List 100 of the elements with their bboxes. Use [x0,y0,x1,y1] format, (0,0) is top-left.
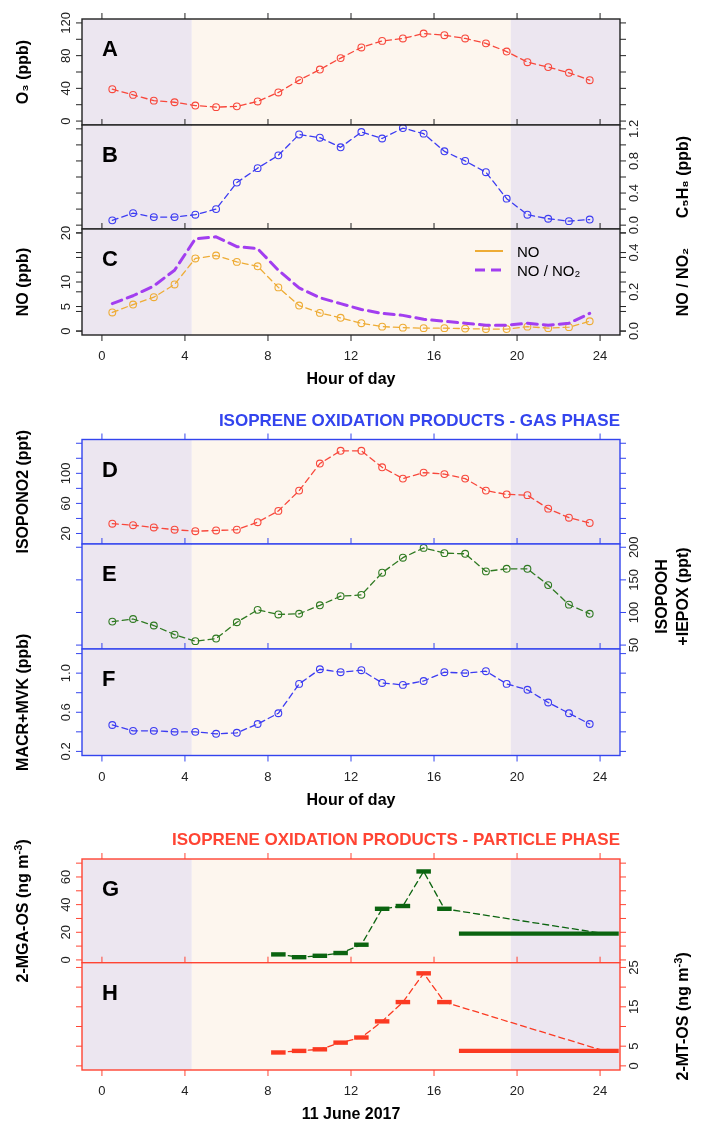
point [502,47,511,56]
x-tick-label: 12 [343,348,359,363]
annotation: H [102,979,118,1005]
point [336,313,345,322]
point [212,205,221,214]
y2-tick-label: 0.4 [626,243,641,262]
point [212,634,221,643]
point [274,506,283,515]
point [274,709,283,718]
y2-axis-title: NO / NO₂ [674,247,691,317]
x-axis-title: Hour of day [306,370,396,387]
point [398,680,407,689]
y-tick-label: 0 [58,327,73,335]
point [129,615,138,623]
y2-tick-label: 25 [626,960,641,975]
point [232,525,241,534]
y2-tick-label: 0.4 [626,184,641,203]
point [149,293,158,302]
point [253,262,262,271]
annotation: E [102,561,117,586]
point [502,679,511,688]
y2-tick-label: 0.0 [626,322,641,341]
point [108,216,117,225]
point [585,317,594,326]
point [129,209,138,218]
point [232,728,241,737]
point [315,308,324,317]
point [481,325,490,334]
point [523,322,532,331]
y-tick-label: 20 [58,526,73,541]
point [232,178,241,187]
y-tick-label: 120 [58,12,73,34]
point [149,726,158,735]
x-tick-label: 8 [264,768,272,784]
chart-title: ISOPRENE OXIDATION PRODUCTS - GAS PHASE [218,410,620,430]
point [461,549,470,558]
y2-tick-label: 5 [626,1042,641,1050]
x-tick-label: 12 [343,1083,359,1098]
y-axis-title: O₃ (ppb) [14,39,31,105]
annotation: B [102,142,118,167]
x-tick-label: 8 [264,348,272,363]
point [523,491,532,500]
point [315,459,324,468]
point [108,617,117,626]
point [564,217,573,226]
point [564,709,573,718]
point [191,527,200,536]
point [419,468,428,477]
point [253,605,262,614]
point [461,324,470,333]
point [523,685,532,694]
point [191,254,200,263]
point [357,446,366,455]
x-axis-title: 11 June 2017 [301,1105,401,1122]
point [564,68,573,77]
x-tick-label: 20 [509,1083,525,1098]
point [212,103,221,112]
y2-tick-label: 50 [626,637,641,653]
x-tick-label: 4 [181,348,189,363]
point [398,474,407,483]
y-axis-title: MACR+MVK (ppb) [14,633,31,771]
y-tick-label: 60 [58,869,73,885]
point [585,609,594,618]
y2-tick-label: 100 [626,601,641,624]
point [585,215,594,224]
point [378,678,387,687]
point [295,76,304,85]
y-tick-label: 40 [58,897,73,912]
point [461,474,470,483]
x-axis-title: Hour of day [306,790,396,808]
point [357,590,366,599]
y-tick-label: 80 [58,48,73,63]
y-tick-label: 40 [58,81,73,96]
y2-tick-label: 0.8 [626,151,641,170]
point [295,486,304,495]
y-tick-label: 10 [58,274,73,290]
point [481,567,490,576]
x-tick-label: 24 [592,768,608,784]
point [336,54,345,63]
x-tick-label: 24 [592,348,608,363]
x-tick-label: 0 [98,768,106,784]
x-tick-label: 16 [426,1083,442,1098]
y-tick-label: 0 [58,117,73,125]
point [253,518,262,527]
point [170,98,179,107]
point [295,301,304,310]
y2-tick-label: 0 [626,1062,641,1070]
point [378,134,387,143]
point [419,29,428,38]
y-axis-title: ISOPONO2 (ppt) [14,429,31,554]
y2-tick-label: 0.0 [626,216,641,235]
point [274,88,283,97]
point [295,130,304,139]
point [108,308,117,317]
point [502,194,511,203]
point [129,300,138,309]
y-tick-label: 60 [58,496,73,511]
x-tick-label: 4 [181,768,189,784]
y-tick-label: 0 [58,956,73,964]
point [191,210,200,219]
